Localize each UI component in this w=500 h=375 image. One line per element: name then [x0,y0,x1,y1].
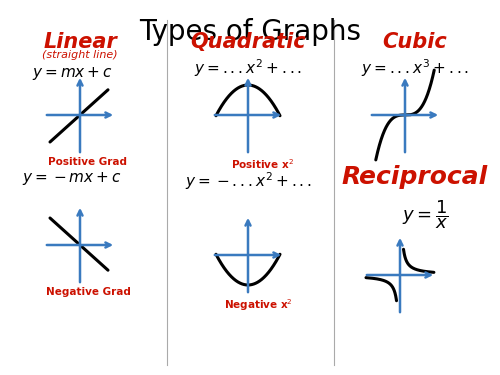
Text: Positive Grad: Positive Grad [48,157,128,167]
Text: Quadratic: Quadratic [190,32,306,52]
Text: Positive x$^2$: Positive x$^2$ [232,157,294,171]
Text: $y = ...x^{2} + ...$: $y = ...x^{2} + ...$ [194,57,302,79]
Text: (straight line): (straight line) [42,50,118,60]
Text: $y = ...x^{3} + ...$: $y = ...x^{3} + ...$ [361,57,469,79]
Text: $y = mx + c$: $y = mx + c$ [32,65,112,82]
Text: Linear: Linear [43,32,117,52]
Text: Reciprocal: Reciprocal [342,165,488,189]
Text: $y = -mx + c$: $y = -mx + c$ [22,170,122,187]
Text: Negative Grad: Negative Grad [46,287,130,297]
Text: $y = -...x^{2} + ...$: $y = -...x^{2} + ...$ [184,170,312,192]
Text: $y = \dfrac{1}{x}$: $y = \dfrac{1}{x}$ [402,198,448,231]
Text: Negative x$^2$: Negative x$^2$ [224,297,292,313]
Text: Cubic: Cubic [382,32,448,52]
Text: Types of Graphs: Types of Graphs [139,18,361,46]
